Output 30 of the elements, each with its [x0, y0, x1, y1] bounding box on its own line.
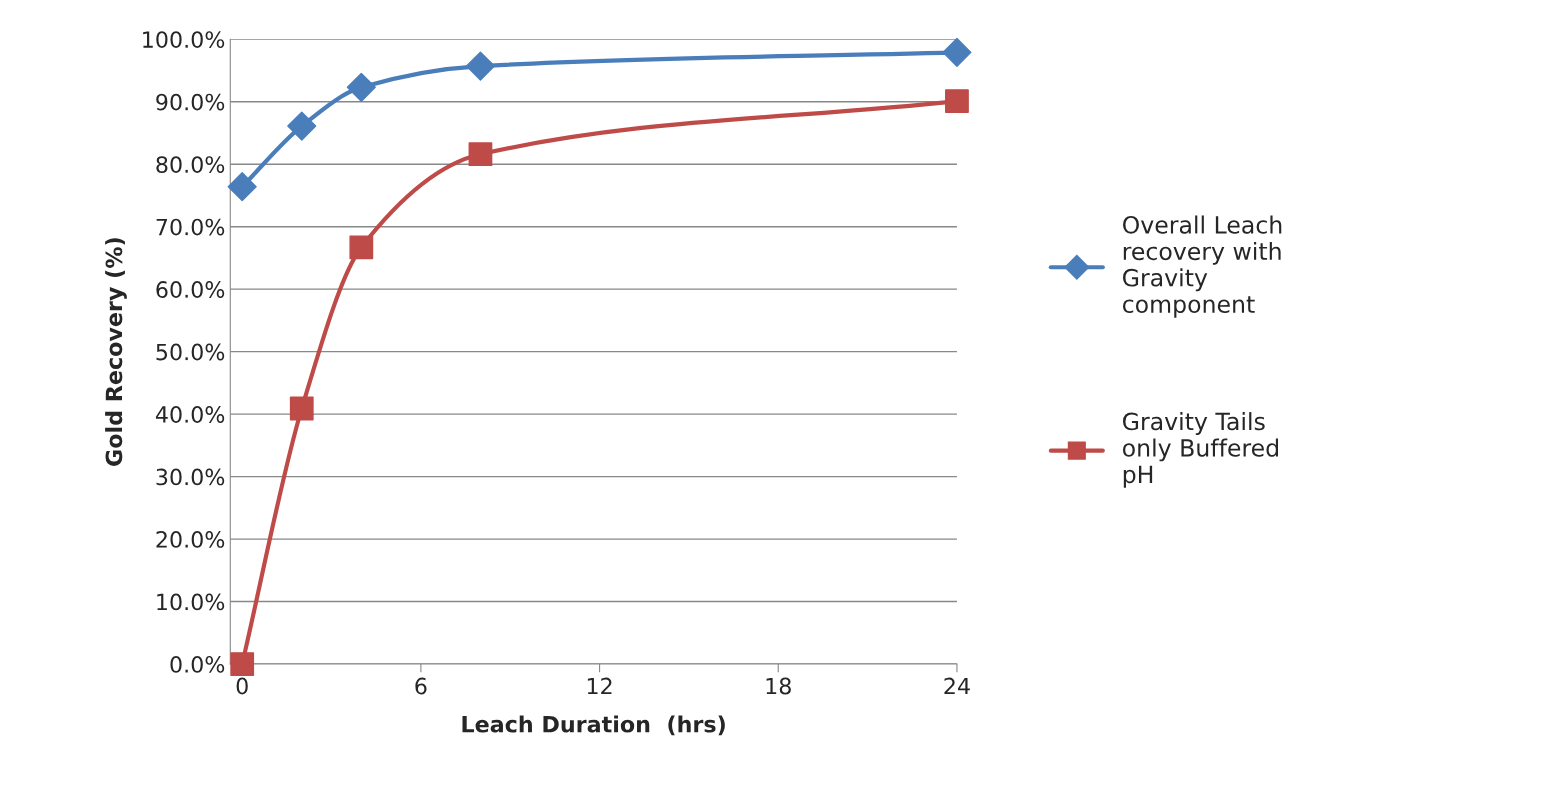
- y-tick-label: 50.0%: [156, 343, 225, 361]
- y-tick-label: 0.0%: [170, 655, 225, 673]
- y-tick-label: 20.0%: [156, 531, 225, 548]
- point: [227, 172, 257, 202]
- point: [349, 235, 374, 260]
- point: [346, 72, 376, 102]
- point: [230, 652, 255, 676]
- point: [945, 89, 969, 113]
- point: [468, 142, 493, 167]
- y-tick-label: 30.0%: [156, 468, 225, 486]
- y-tick-label: 90.0%: [156, 93, 225, 111]
- legend-label: Overall Leach recovery with Gravity component: [1122, 215, 1282, 318]
- y-tick-label: 10.0%: [157, 593, 225, 611]
- x-tick-label: 24: [944, 677, 970, 695]
- y-axis-title: Gold Recovery (%): [105, 238, 127, 466]
- x-axis-title: Leach Duration (hrs): [462, 715, 725, 736]
- point: [465, 51, 496, 81]
- y-tick-label: 80.0%: [156, 156, 225, 173]
- point: [287, 111, 317, 141]
- y-tick-label: 100.0%: [143, 31, 225, 49]
- legend-label: Gravity Tails only Buffered pH: [1122, 412, 1278, 488]
- x-tick-label: 12: [587, 677, 612, 695]
- x-tick-label: 6: [415, 677, 427, 695]
- x-tick-label: 0: [236, 677, 248, 695]
- point: [289, 396, 314, 421]
- y-tick-label: 60.0%: [156, 281, 225, 298]
- x-tick-label: 18: [766, 677, 791, 695]
- point: [942, 37, 972, 67]
- y-tick-label: 70.0%: [156, 218, 225, 236]
- y-tick-label: 40.0%: [155, 406, 225, 423]
